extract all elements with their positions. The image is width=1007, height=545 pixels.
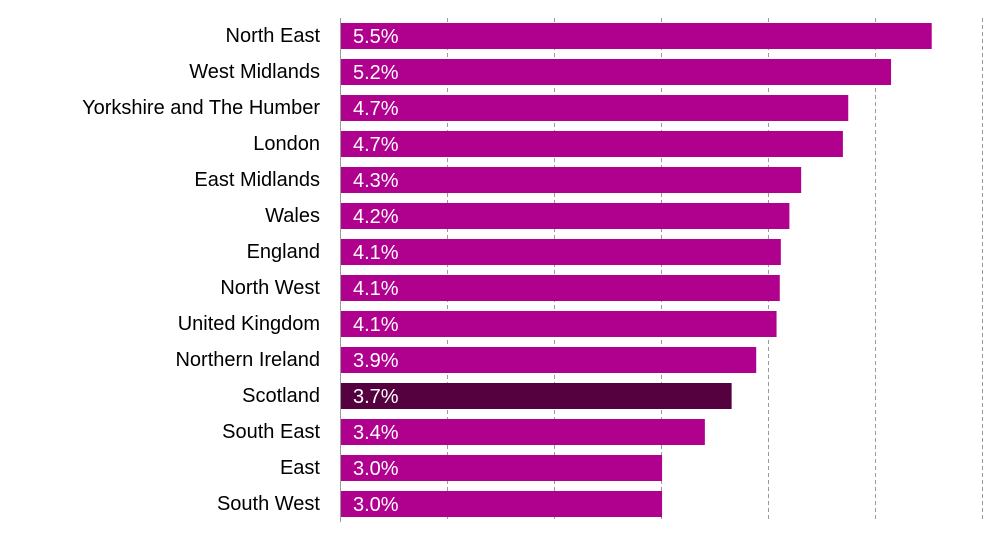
category-label-england: England [247, 241, 320, 263]
category-label-west-midlands: West Midlands [189, 61, 320, 83]
category-label-east-midlands: East Midlands [194, 169, 320, 191]
value-label-yorkshire-and-the-humber: 4.7% [353, 98, 399, 120]
bar-london [341, 131, 843, 157]
bar-east [341, 455, 663, 481]
bars [341, 23, 932, 517]
value-label-south-east: 3.4% [353, 422, 399, 444]
value-label-london: 4.7% [353, 134, 399, 156]
bar-north-east [341, 23, 932, 49]
value-label-east-midlands: 4.3% [353, 170, 399, 192]
value-label-england: 4.1% [353, 242, 399, 264]
bar-south-west [341, 491, 663, 517]
bar-northern-ireland [341, 347, 757, 373]
category-label-north-west: North West [220, 277, 320, 299]
category-label-south-west: South West [217, 493, 320, 515]
value-label-united-kingdom: 4.1% [353, 314, 399, 336]
bar-north-west [341, 275, 780, 301]
bar-united-kingdom [341, 311, 777, 337]
value-label-east: 3.0% [353, 458, 399, 480]
value-label-northern-ireland: 3.9% [353, 350, 399, 372]
value-label-scotland: 3.7% [353, 386, 399, 408]
value-labels: 5.5% 5.2% 4.7% 4.7% 4.3% 4.2% 4.1% 4.1% 4.1% 3.9%… [353, 26, 399, 516]
category-label-northern-ireland: Northern Ireland [175, 349, 320, 371]
bar-south-east [341, 419, 705, 445]
category-label-united-kingdom: United Kingdom [178, 313, 320, 335]
value-label-wales: 4.2% [353, 206, 399, 228]
value-label-south-west: 3.0% [353, 494, 399, 516]
bar-england [341, 239, 781, 265]
category-label-south-east: South East [222, 421, 320, 443]
gridlines [447, 18, 983, 522]
bar-yorkshire-and-the-humber [341, 95, 849, 121]
category-label-yorkshire-and-the-humber: Yorkshire and The Humber [82, 97, 320, 119]
bar-wales [341, 203, 790, 229]
bar-west-midlands [341, 59, 892, 85]
category-label-north-east: North East [226, 25, 321, 47]
value-label-west-midlands: 5.2% [353, 62, 399, 84]
category-label-east: East [280, 457, 320, 479]
value-label-north-east: 5.5% [353, 26, 399, 48]
category-label-london: London [253, 133, 320, 155]
bar-east-midlands [341, 167, 802, 193]
bar-scotland [341, 383, 732, 409]
category-labels: North East West Midlands Yorkshire and The… [82, 25, 320, 515]
value-label-north-west: 4.1% [353, 278, 399, 300]
category-label-scotland: Scotland [242, 385, 320, 407]
category-label-wales: Wales [265, 205, 320, 227]
